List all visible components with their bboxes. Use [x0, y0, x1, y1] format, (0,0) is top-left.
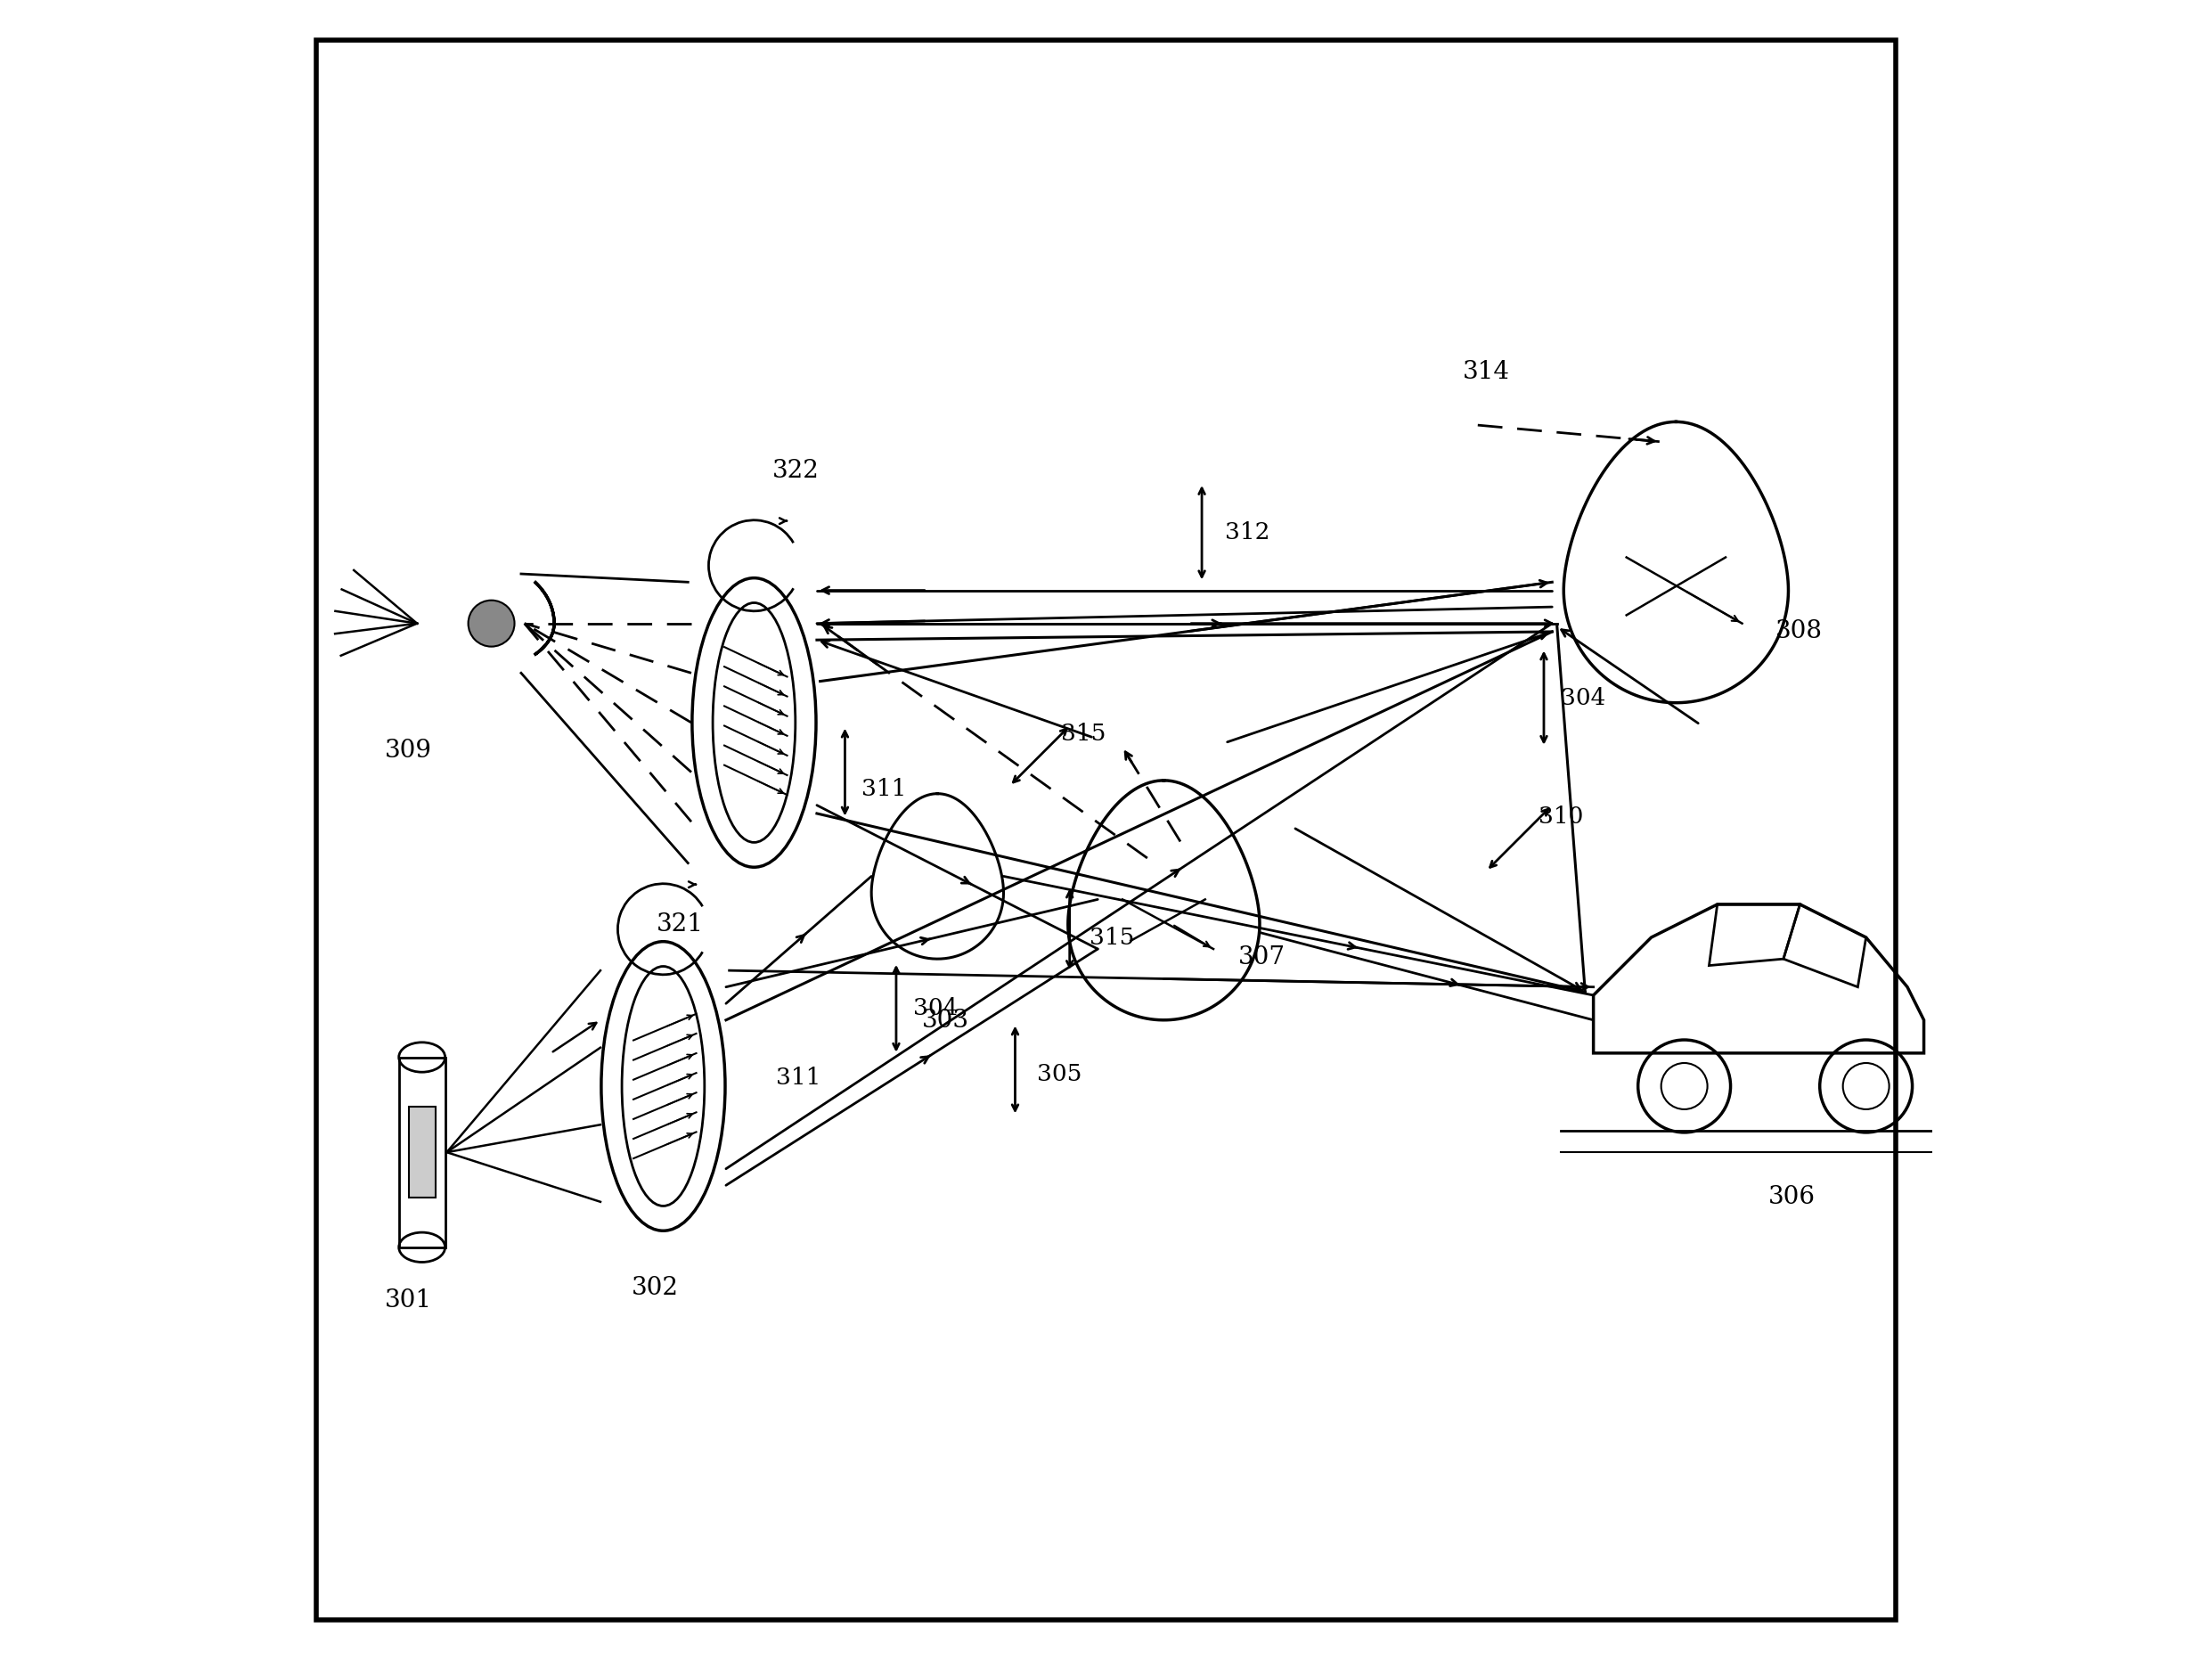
Text: 312: 312 [1225, 521, 1270, 544]
Text: 302: 302 [630, 1277, 679, 1300]
Text: 322: 322 [772, 458, 818, 483]
Text: 315: 315 [1062, 724, 1106, 745]
Text: 306: 306 [1767, 1185, 1816, 1210]
Text: 304: 304 [1559, 687, 1606, 709]
Text: 310: 310 [1540, 805, 1584, 828]
Text: 303: 303 [922, 1009, 969, 1033]
Text: 315: 315 [1091, 926, 1135, 948]
Bar [398, 1057, 445, 1247]
Text: 301: 301 [385, 1288, 431, 1313]
Text: 309: 309 [385, 739, 431, 764]
Text: 321: 321 [657, 913, 703, 936]
Text: 314: 314 [1462, 360, 1509, 383]
Text: 311: 311 [776, 1067, 821, 1089]
Text: 305: 305 [1037, 1064, 1082, 1086]
Text: 307: 307 [1239, 945, 1285, 969]
Bar [409, 1107, 436, 1199]
Text: 304: 304 [914, 998, 958, 1019]
Ellipse shape [469, 601, 515, 646]
Text: 311: 311 [860, 777, 907, 800]
Text: 308: 308 [1776, 619, 1823, 644]
